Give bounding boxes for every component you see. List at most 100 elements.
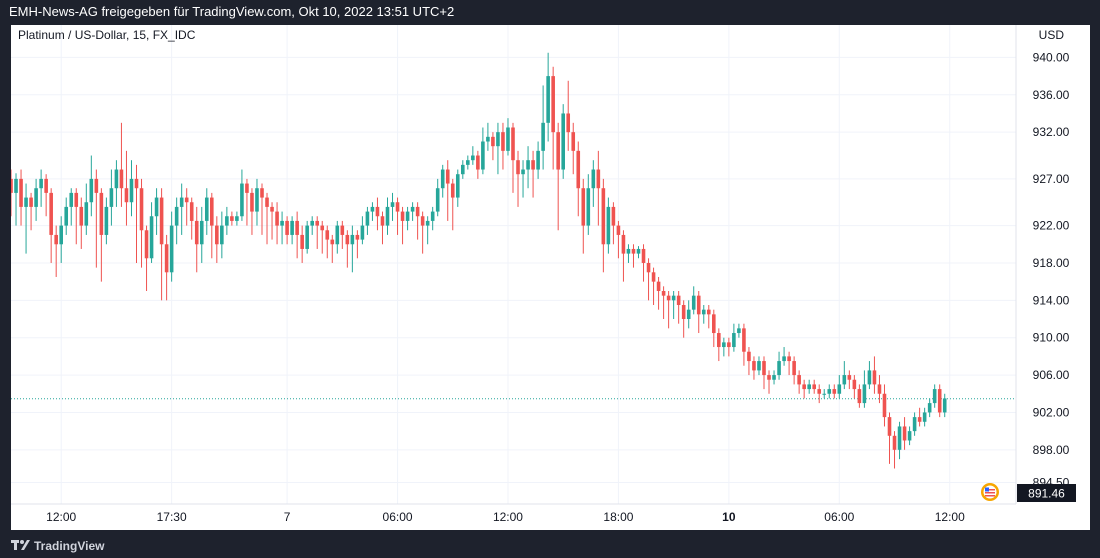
candle: [285, 216, 289, 245]
candle: [174, 197, 179, 245]
candle-body: [79, 206, 84, 226]
candle: [471, 146, 475, 165]
candle: [365, 206, 370, 235]
candle: [712, 309, 716, 348]
candle-body: [671, 295, 676, 301]
candle-body: [99, 192, 104, 235]
candle-body: [837, 384, 842, 394]
candle: [235, 211, 239, 226]
candle: [315, 216, 320, 249]
candle-body: [907, 431, 912, 441]
candle: [581, 178, 586, 254]
candle: [907, 426, 912, 446]
currency-label[interactable]: USD: [1038, 28, 1064, 42]
candle-body: [511, 127, 515, 161]
candle-body: [350, 234, 355, 245]
candle: [79, 197, 84, 249]
candle: [325, 225, 330, 259]
candle-body: [927, 403, 932, 413]
candle: [676, 290, 681, 324]
candle-body: [375, 206, 380, 217]
candle-body: [94, 178, 99, 193]
candle-body: [651, 272, 656, 282]
candle: [661, 286, 666, 320]
candle: [797, 370, 801, 394]
candle: [937, 384, 942, 418]
candle: [732, 323, 736, 352]
candle-body: [305, 225, 309, 249]
candle-body: [174, 206, 179, 226]
candle-body: [691, 295, 696, 310]
candle-body: [932, 389, 937, 404]
candle: [596, 150, 601, 226]
price-axis[interactable]: 940.00 936.00 932.00 927.00 922.00 918.00 914.…: [1033, 50, 1070, 489]
candle: [486, 122, 490, 151]
candle-body: [862, 384, 867, 404]
candle-body: [696, 295, 701, 315]
candle: [59, 216, 63, 263]
candle-body: [717, 333, 721, 348]
candle-body: [621, 234, 626, 254]
candle: [696, 290, 701, 334]
candle-body: [250, 192, 254, 212]
candle-body: [807, 384, 811, 390]
candle: [385, 197, 390, 235]
candle-body: [792, 361, 796, 376]
candle: [837, 375, 842, 399]
candle-body: [757, 361, 761, 371]
candlestick-chart[interactable]: 940.00 936.00 932.00 927.00 922.00 918.00 914.…: [11, 25, 1090, 530]
candle: [350, 225, 355, 273]
candle: [671, 290, 676, 320]
candle: [154, 188, 159, 235]
candle: [240, 169, 244, 221]
candle-body: [435, 188, 440, 212]
tradingview-logo-icon[interactable]: [11, 538, 31, 552]
candle: [455, 169, 460, 207]
candle: [245, 178, 249, 226]
candle: [822, 389, 827, 399]
candle: [204, 188, 209, 235]
candle-body: [385, 206, 390, 226]
candle-body: [526, 160, 530, 170]
candle-body: [636, 248, 641, 254]
tradingview-brand[interactable]: TradingView: [34, 539, 105, 553]
candle: [340, 220, 345, 249]
candle: [611, 202, 616, 245]
candle-body: [420, 216, 425, 226]
time-tick-label: 06:00: [383, 510, 413, 524]
chart-panel[interactable]: 940.00 936.00 932.00 927.00 922.00 918.00 914.…: [11, 25, 1090, 530]
candle-body: [646, 262, 651, 273]
candle: [134, 164, 139, 263]
candle: [737, 323, 741, 338]
time-axis[interactable]: 12:00 17:30 7 06:00 12:00 18:00 10 06:00 12:00: [46, 510, 965, 524]
candle: [360, 216, 365, 245]
candle: [566, 80, 571, 151]
candle-body: [782, 356, 786, 362]
candle: [892, 431, 897, 469]
price-label: 891.46: [1028, 487, 1065, 501]
candle-body: [732, 333, 736, 348]
price-label-box: 891.46: [1017, 484, 1076, 502]
candle: [877, 375, 882, 404]
candle: [922, 407, 927, 427]
candle-body: [661, 290, 666, 296]
candle: [561, 104, 565, 179]
candle: [84, 183, 89, 235]
candle: [210, 192, 214, 259]
candle: [179, 183, 184, 235]
flag-badge-icon[interactable]: [981, 483, 999, 501]
candle-body: [245, 183, 249, 193]
candle: [496, 122, 500, 175]
candle: [265, 192, 269, 245]
candle-body: [501, 132, 505, 151]
candle: [787, 351, 791, 376]
candle-body: [516, 160, 520, 175]
candle: [29, 192, 33, 231]
candle: [300, 225, 304, 263]
candle: [932, 384, 937, 408]
candle-body: [84, 202, 89, 226]
symbol-title[interactable]: Platinum / US-Dollar, 15, FX_IDC: [18, 28, 196, 42]
candle-body: [877, 384, 882, 394]
candle: [481, 127, 485, 175]
candle-body: [290, 220, 294, 235]
